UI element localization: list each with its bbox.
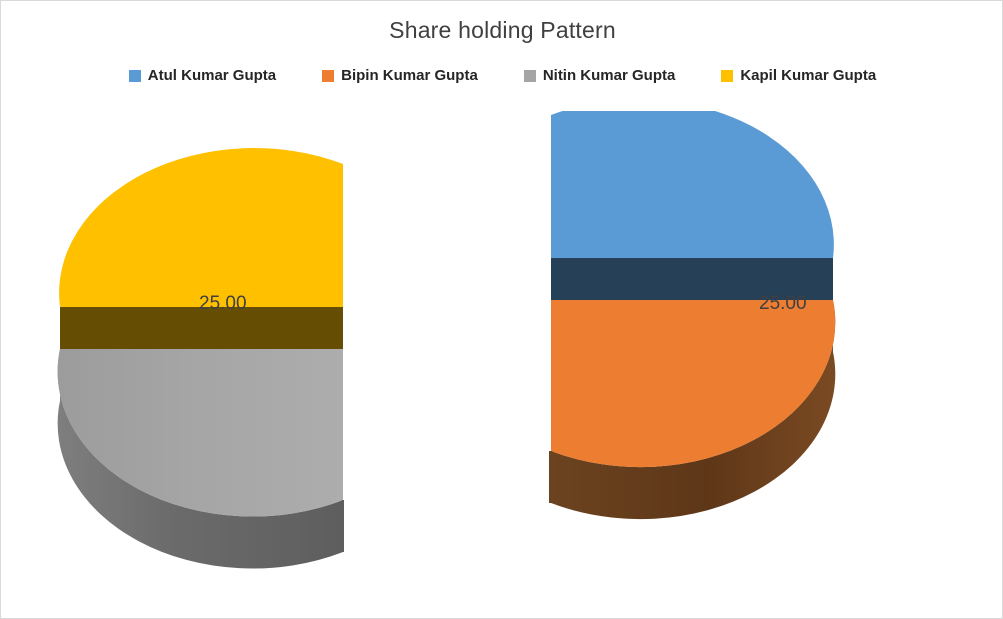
pie-slice-bipin-side xyxy=(551,300,836,520)
pie-slice-bipin-top xyxy=(551,300,836,468)
pie-plot-area: 25.00 25.00 25.00 25.00 xyxy=(1,111,1002,618)
pie-slice-bipin-side-edge xyxy=(549,451,553,503)
legend-item-kapil[interactable]: Kapil Kumar Gupta xyxy=(721,67,876,84)
chart-title: Share holding Pattern xyxy=(389,17,616,43)
legend-item-bipin[interactable]: Bipin Kumar Gupta xyxy=(322,67,478,84)
chart-legend: Atul Kumar Gupta Bipin Kumar Gupta Nitin… xyxy=(1,67,1002,84)
pie-slice-nitin-side xyxy=(57,349,343,569)
pie-slice-nitin-side-edge xyxy=(340,500,344,552)
legend-swatch-icon xyxy=(128,69,141,82)
pie-slice-nitin-top xyxy=(57,349,343,517)
data-label-atul: 25.00 xyxy=(759,293,807,314)
pie-half-right xyxy=(549,111,836,520)
pie-half-left xyxy=(57,148,344,569)
legend-label: Nitin Kumar Gupta xyxy=(542,67,676,84)
pie-chart-graphic xyxy=(57,111,836,569)
pie-slice-kapil-top xyxy=(59,148,343,307)
legend-item-nitin[interactable]: Nitin Kumar Gupta xyxy=(523,67,676,84)
legend-label: Atul Kumar Gupta xyxy=(147,67,277,84)
data-label-kapil: 25.00 xyxy=(199,293,247,314)
pie-slice-atul-side xyxy=(551,258,833,300)
legend-swatch-icon xyxy=(523,69,536,82)
legend-swatch-icon xyxy=(721,69,734,82)
data-label-bipin: 25.00 xyxy=(759,617,807,618)
data-label-nitin: 25.00 xyxy=(199,617,247,618)
legend-swatch-icon xyxy=(322,69,335,82)
legend-label: Bipin Kumar Gupta xyxy=(341,67,478,84)
legend-item-atul[interactable]: Atul Kumar Gupta xyxy=(128,67,277,84)
pie-slice-atul-top xyxy=(551,111,834,258)
legend-label: Kapil Kumar Gupta xyxy=(740,67,877,84)
pie-slice-kapil-side xyxy=(60,307,343,349)
